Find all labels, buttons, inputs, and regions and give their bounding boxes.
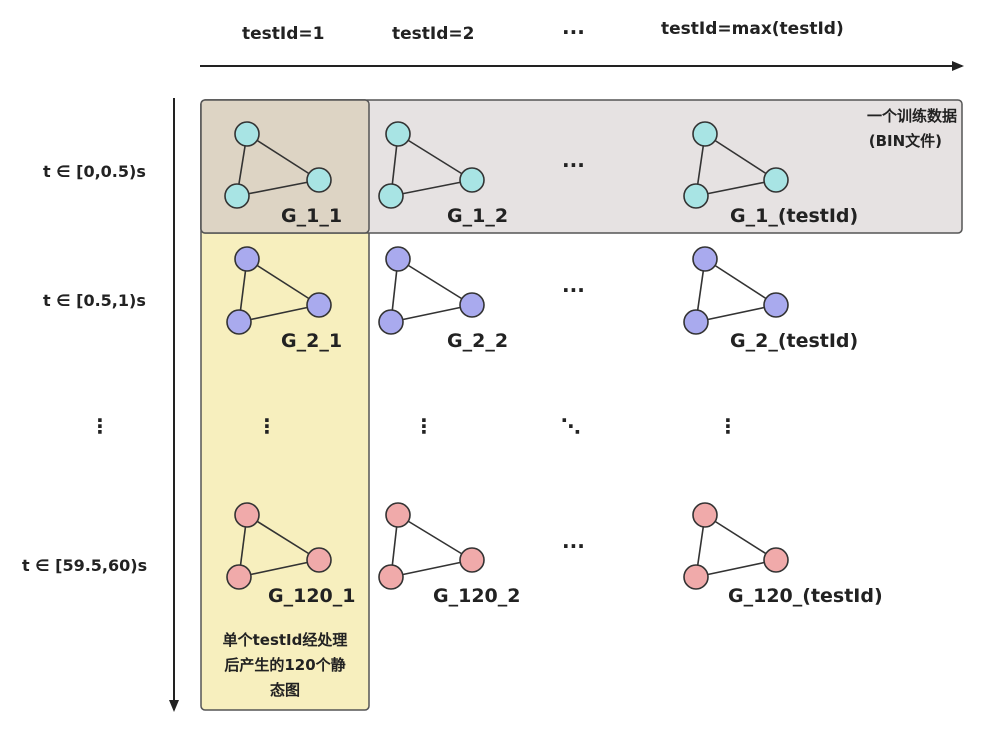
graph-node [378,183,404,209]
graph-label-1-1: G_1_1 [281,205,342,227]
row-header-1: t ∈ [0,0.5)s [43,162,146,181]
graph-g-120-1 [226,502,332,590]
graph-label-2-testid: G_2_(testId) [730,330,858,352]
graph-node [234,246,260,272]
graph-node [306,167,332,193]
graph-label-120-testid: G_120_(testId) [728,585,883,607]
diagonal-ellipsis: ⋱ [561,414,581,438]
graph-g-1-testid [683,121,789,209]
graph-node [763,547,789,573]
graph-node [459,292,485,318]
graph-g-2-2 [378,246,485,335]
row-3-ellipsis: ··· [562,534,585,558]
column-header-2: testId=2 [392,24,474,44]
row-header-3: t ∈ [59.5,60)s [22,556,147,575]
graph-label-1-2: G_1_2 [447,205,508,227]
graph-g-1-1 [224,121,332,209]
graph-label-1-testid: G_1_(testId) [730,205,858,227]
graph-node [459,547,485,573]
graph-node [683,183,709,209]
graph-node [224,183,250,209]
row-header-2: t ∈ [0.5,1)s [43,291,146,310]
graph-node [683,564,709,590]
graph-node [692,121,718,147]
graph-node [692,502,718,528]
row-header-ellipsis: ⋮ [90,414,110,438]
graph-node [763,167,789,193]
training-data-label: 一个训练数据 [867,107,957,125]
graph-node [692,246,718,272]
graph-g-2-testid [683,246,789,335]
row-1-ellipsis: ··· [562,153,585,177]
graph-node [234,121,260,147]
static-graphs-label-line3: 态图 [270,681,300,699]
graph-node [683,309,709,335]
graph-label-120-1: G_120_1 [268,585,355,607]
graph-node [385,502,411,528]
graph-node [459,167,485,193]
graph-g-120-2 [378,502,485,590]
graph-node [763,292,789,318]
col-max-vertical-ellipsis: ⋮ [718,414,738,438]
column-header-ellipsis: ··· [562,20,585,44]
static-graphs-label-line2: 后产生的120个静 [224,656,345,674]
graph-label-2-2: G_2_2 [447,330,508,352]
graph-node [378,564,404,590]
graph-g-2-1 [226,246,332,335]
graph-g-1-2 [378,121,485,209]
graph-node [234,502,260,528]
graph-node [385,246,411,272]
graph-node [306,547,332,573]
col-2-vertical-ellipsis: ⋮ [414,414,434,438]
graph-label-120-2: G_120_2 [433,585,520,607]
graph-g-120-testid [683,502,789,590]
column-header-max: testId=max(testId) [661,19,844,39]
static-graphs-label-line1: 单个testId经处理 [223,631,348,649]
graph-node [378,309,404,335]
row-2-ellipsis: ··· [562,278,585,302]
graph-label-2-1: G_2_1 [281,330,342,352]
column-header-1: testId=1 [242,24,324,44]
graph-node [226,564,252,590]
training-data-sublabel: (BIN文件) [869,132,942,150]
graph-node [385,121,411,147]
col-1-vertical-ellipsis: ⋮ [257,414,277,438]
graph-node [226,309,252,335]
graph-node [306,292,332,318]
